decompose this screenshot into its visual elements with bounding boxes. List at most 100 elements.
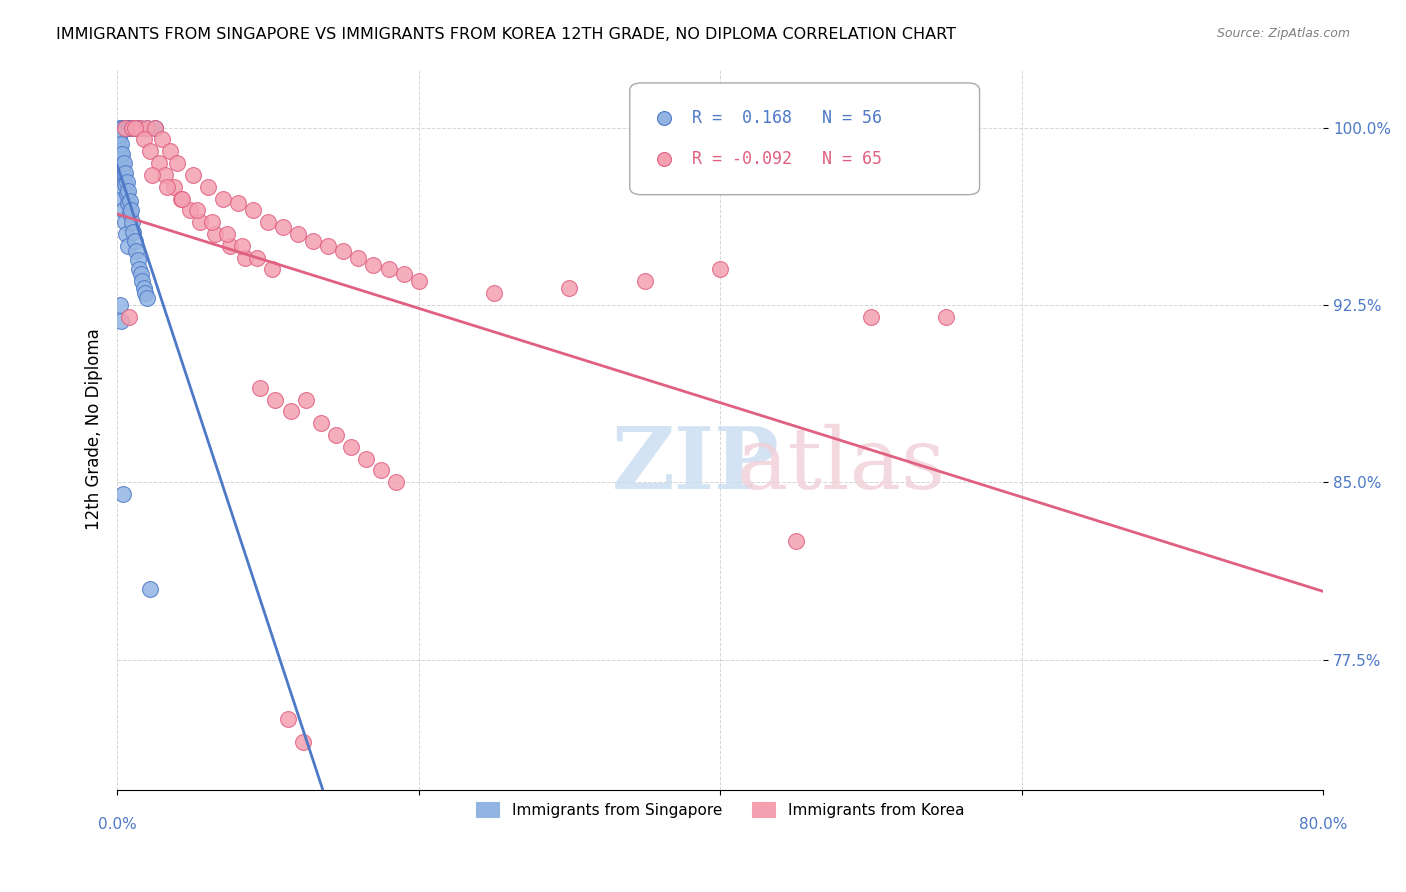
- Point: [128, 120, 150, 135]
- Point: [131, 274, 153, 288]
- Point: [121, 215, 143, 229]
- Point: [139, 145, 162, 159]
- Point: [482, 286, 505, 301]
- Point: [277, 712, 299, 726]
- Point: [135, 291, 157, 305]
- Point: [156, 179, 179, 194]
- Text: Source: ZipAtlas.com: Source: ZipAtlas.com: [1216, 27, 1350, 40]
- Text: R = -0.092   N = 65: R = -0.092 N = 65: [693, 150, 883, 168]
- Point: [136, 120, 159, 135]
- Point: [117, 239, 139, 253]
- Point: [785, 534, 807, 549]
- Point: [211, 192, 233, 206]
- Point: [120, 203, 142, 218]
- Point: [117, 120, 139, 135]
- Point: [111, 158, 134, 172]
- Point: [859, 310, 882, 324]
- Point: [143, 120, 166, 135]
- Point: [392, 267, 415, 281]
- Point: [114, 178, 136, 192]
- Point: [117, 185, 139, 199]
- Point: [264, 392, 287, 407]
- Point: [246, 251, 269, 265]
- Point: [233, 251, 256, 265]
- Point: [709, 262, 731, 277]
- Point: [108, 139, 131, 153]
- Point: [118, 310, 141, 324]
- Point: [114, 165, 136, 179]
- Point: [141, 168, 163, 182]
- Point: [128, 120, 150, 135]
- Point: [124, 234, 146, 248]
- Point: [271, 219, 294, 234]
- Point: [204, 227, 226, 241]
- Point: [558, 281, 581, 295]
- Point: [347, 251, 370, 265]
- Point: [124, 120, 146, 135]
- Point: [169, 192, 191, 206]
- Point: [186, 203, 208, 218]
- Point: [316, 239, 339, 253]
- Point: [309, 416, 332, 430]
- Point: [108, 120, 131, 135]
- Point: [115, 227, 138, 241]
- Point: [226, 196, 249, 211]
- Point: [122, 225, 145, 239]
- Point: [132, 281, 155, 295]
- Point: [377, 262, 399, 277]
- Point: [108, 168, 131, 182]
- Text: atlas: atlas: [737, 424, 945, 507]
- Point: [108, 179, 131, 194]
- Point: [935, 310, 957, 324]
- Text: ZIP: ZIP: [612, 423, 780, 508]
- Point: [143, 120, 166, 135]
- Point: [114, 215, 136, 229]
- Point: [166, 156, 188, 170]
- Point: [125, 120, 148, 135]
- Point: [112, 168, 135, 182]
- Point: [112, 203, 135, 218]
- Point: [110, 149, 132, 163]
- Point: [385, 475, 408, 490]
- Point: [115, 175, 138, 189]
- Point: [121, 120, 143, 135]
- Point: [262, 262, 284, 277]
- Point: [107, 156, 129, 170]
- Point: [408, 274, 430, 288]
- Point: [108, 298, 131, 312]
- Point: [111, 146, 134, 161]
- Point: [219, 239, 242, 253]
- Point: [217, 227, 239, 241]
- Point: [370, 463, 392, 477]
- Point: [302, 234, 325, 248]
- Point: [257, 215, 280, 229]
- Y-axis label: 12th Grade, No Diploma: 12th Grade, No Diploma: [86, 328, 103, 530]
- Point: [108, 128, 131, 142]
- Point: [242, 203, 264, 218]
- Point: [354, 451, 377, 466]
- Point: [148, 156, 170, 170]
- Point: [325, 428, 347, 442]
- Legend: Immigrants from Singapore, Immigrants from Korea: Immigrants from Singapore, Immigrants fr…: [468, 794, 972, 825]
- Point: [110, 137, 132, 152]
- Point: [125, 244, 148, 258]
- Point: [134, 132, 156, 146]
- Point: [128, 262, 150, 277]
- Point: [294, 392, 316, 407]
- Point: [332, 244, 354, 258]
- Text: IMMIGRANTS FROM SINGAPORE VS IMMIGRANTS FROM KOREA 12TH GRADE, NO DIPLOMA CORREL: IMMIGRANTS FROM SINGAPORE VS IMMIGRANTS …: [56, 27, 956, 42]
- Point: [111, 192, 134, 206]
- Text: R =  0.168   N = 56: R = 0.168 N = 56: [693, 109, 883, 127]
- Point: [118, 120, 141, 135]
- Point: [117, 196, 139, 211]
- Point: [111, 120, 134, 135]
- Text: 0.0%: 0.0%: [98, 817, 136, 832]
- FancyBboxPatch shape: [630, 83, 980, 194]
- Point: [115, 120, 138, 135]
- Point: [111, 487, 134, 501]
- Point: [197, 179, 219, 194]
- Point: [118, 194, 141, 208]
- Point: [340, 440, 363, 454]
- Point: [114, 120, 136, 135]
- Point: [179, 203, 201, 218]
